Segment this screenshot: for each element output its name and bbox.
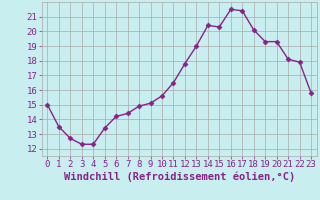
X-axis label: Windchill (Refroidissement éolien,°C): Windchill (Refroidissement éolien,°C) bbox=[64, 172, 295, 182]
